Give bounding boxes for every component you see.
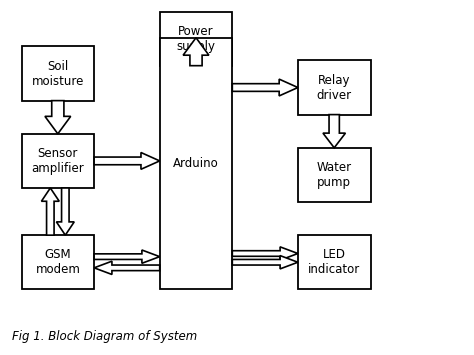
Text: Water
pump: Water pump (317, 161, 352, 189)
Bar (298, 235, 371, 289)
Text: Relay
driver: Relay driver (317, 73, 352, 102)
Polygon shape (56, 188, 74, 235)
Polygon shape (41, 188, 59, 235)
Polygon shape (232, 79, 298, 96)
Bar (21, 134, 94, 188)
Bar (160, 38, 232, 289)
Text: Soil
moisture: Soil moisture (32, 60, 84, 88)
Polygon shape (45, 100, 71, 134)
Bar (160, 11, 232, 66)
Polygon shape (94, 261, 160, 274)
Bar (21, 235, 94, 289)
Polygon shape (183, 38, 209, 66)
Text: Arduino: Arduino (173, 157, 219, 170)
Text: Fig 1. Block Diagram of System: Fig 1. Block Diagram of System (12, 331, 197, 344)
Text: LED
indicator: LED indicator (308, 248, 360, 276)
Text: GSM
modem: GSM modem (36, 248, 80, 276)
Bar (298, 60, 371, 115)
Text: Sensor
amplifier: Sensor amplifier (31, 147, 84, 175)
Polygon shape (94, 250, 160, 263)
Bar (298, 148, 371, 202)
Polygon shape (94, 153, 160, 169)
Text: Power
supply: Power supply (176, 24, 216, 53)
Polygon shape (232, 247, 298, 260)
Polygon shape (232, 256, 298, 269)
Polygon shape (323, 115, 346, 148)
Bar (21, 47, 94, 100)
